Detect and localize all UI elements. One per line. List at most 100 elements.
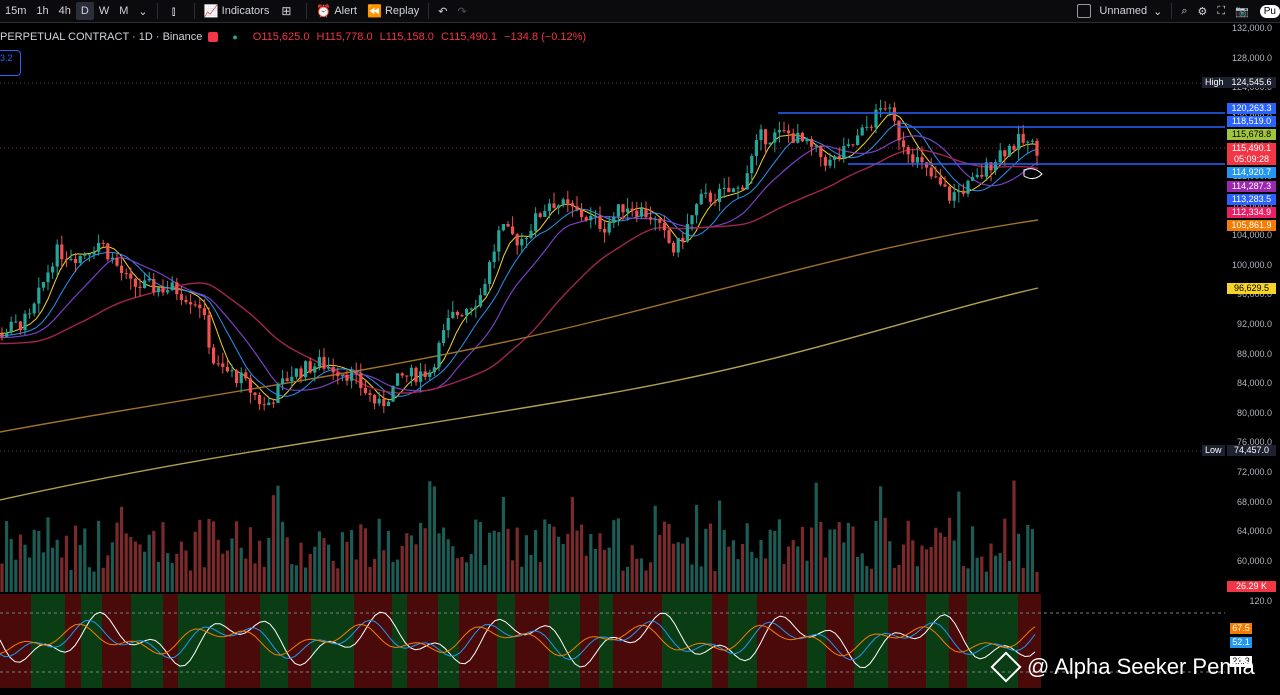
timeframe-w[interactable]: W — [98, 5, 110, 17]
volume-bar — [837, 522, 841, 592]
symbol-title[interactable]: PERPETUAL CONTRACT · 1D · Binance — [0, 31, 203, 43]
candle-body — [428, 372, 432, 377]
osc-regime-band — [549, 594, 580, 688]
volume-bar — [934, 527, 938, 592]
volume-bar — [432, 486, 436, 592]
candle-body — [28, 313, 32, 315]
volume-bar — [626, 566, 630, 592]
volume-bar — [731, 540, 735, 592]
candle-body — [819, 145, 823, 158]
candle-body — [271, 402, 275, 404]
timeframe-dropdown[interactable]: ⌄ — [133, 0, 152, 22]
layout-checkbox[interactable] — [1077, 4, 1092, 18]
grid-icon: ⊞ — [281, 4, 292, 18]
volume-bar — [37, 530, 41, 592]
candle-body — [18, 321, 22, 331]
volume-bar — [989, 543, 993, 592]
volume-bar — [363, 528, 367, 592]
indicators-button[interactable]: 📈 Indicators — [199, 0, 275, 22]
volume-bar — [662, 521, 666, 592]
layout-select[interactable]: Unnamed ⌄ — [1072, 0, 1167, 22]
fullscreen-button[interactable]: ⛶ — [1212, 0, 1230, 22]
replay-button[interactable]: ⏪ Replay — [362, 0, 424, 22]
volume-bar — [207, 518, 211, 592]
candlesticks — [0, 99, 1039, 414]
volume-bar — [152, 530, 156, 592]
snapshot-button[interactable]: 📷 — [1230, 0, 1254, 22]
timeframe-4h[interactable]: 4h — [58, 5, 71, 17]
candle-body — [796, 132, 800, 143]
candle-body — [515, 234, 519, 246]
alert-button[interactable]: ⏰ Alert — [311, 0, 362, 22]
flag-icon[interactable] — [208, 32, 219, 42]
volume-bar — [874, 520, 878, 592]
timeframe-m[interactable]: M — [119, 5, 129, 17]
candle-body — [336, 372, 340, 377]
volume-bar — [727, 546, 731, 592]
volume-bar — [340, 532, 344, 592]
candle-body — [74, 258, 78, 263]
redo-button[interactable]: ↷ — [452, 0, 471, 22]
candle-body — [55, 244, 59, 267]
osc-regime-band — [497, 594, 515, 688]
candle-body — [189, 302, 193, 305]
volume-bar — [630, 545, 634, 592]
price-axis-label: 104,000.0 — [1231, 230, 1272, 241]
volume-bar — [455, 558, 459, 592]
price-tag: 113,283.5 — [1227, 194, 1276, 205]
volume-bar — [639, 558, 643, 592]
candle-body — [745, 173, 749, 190]
low-marker: Low — [1202, 445, 1225, 456]
candle-body — [161, 287, 165, 293]
volume-bar — [782, 563, 786, 592]
candle-body — [823, 157, 827, 166]
candle-body — [414, 367, 418, 382]
candle-body — [106, 243, 110, 260]
volume-bar — [902, 544, 906, 592]
volume-bar — [478, 521, 482, 592]
settings-button[interactable]: ⚙ — [1192, 0, 1212, 22]
volume-bar — [925, 549, 929, 592]
publish-button[interactable]: Pu — [1259, 4, 1280, 18]
volume-bar — [561, 543, 565, 592]
candle-body — [833, 156, 837, 160]
volume-bar — [998, 552, 1002, 592]
candle-body — [685, 224, 689, 242]
timeframe-15m[interactable]: 15m — [5, 5, 27, 17]
volume-bar — [156, 561, 160, 592]
volume-bar — [787, 546, 791, 592]
high-value: H115,778.0 — [316, 31, 373, 43]
timeframe-1h[interactable]: 1h — [36, 5, 49, 17]
candle-body — [736, 187, 740, 189]
candle-body — [501, 223, 505, 231]
candle-body — [258, 395, 262, 405]
oscillator-tag: 21.3 — [1230, 656, 1252, 667]
alarm-clock-icon: ⏰ — [316, 4, 332, 18]
volume-bar — [225, 550, 229, 592]
undo-icon: ↶ — [438, 5, 448, 18]
chart-type-button[interactable]: ⫾ — [162, 0, 190, 22]
quick-search-button[interactable]: ⌕ — [1176, 0, 1192, 22]
replay-label: Replay — [384, 5, 420, 17]
candle-body — [984, 162, 988, 177]
drawing-mark — [1023, 168, 1043, 180]
candle-body — [998, 150, 1002, 163]
candle-body — [699, 193, 703, 205]
volume-bar — [1007, 560, 1011, 592]
candle-body — [971, 177, 975, 181]
volume-bar — [1026, 524, 1030, 592]
volume-bar — [244, 558, 248, 592]
volume-bar — [897, 564, 901, 592]
candle-body — [860, 127, 864, 136]
osc-regime-band — [580, 594, 599, 688]
volume-bar — [414, 544, 418, 592]
undo-button[interactable]: ↶ — [433, 0, 452, 22]
candle-body — [147, 278, 151, 281]
timeframe-d[interactable]: D — [75, 2, 94, 20]
templates-button[interactable]: ⊞ — [274, 0, 302, 22]
volume-bar — [580, 524, 584, 592]
indicator-badge[interactable]: 3.2 — [0, 50, 21, 76]
volume-bar — [437, 533, 441, 592]
candle-body — [897, 120, 901, 141]
